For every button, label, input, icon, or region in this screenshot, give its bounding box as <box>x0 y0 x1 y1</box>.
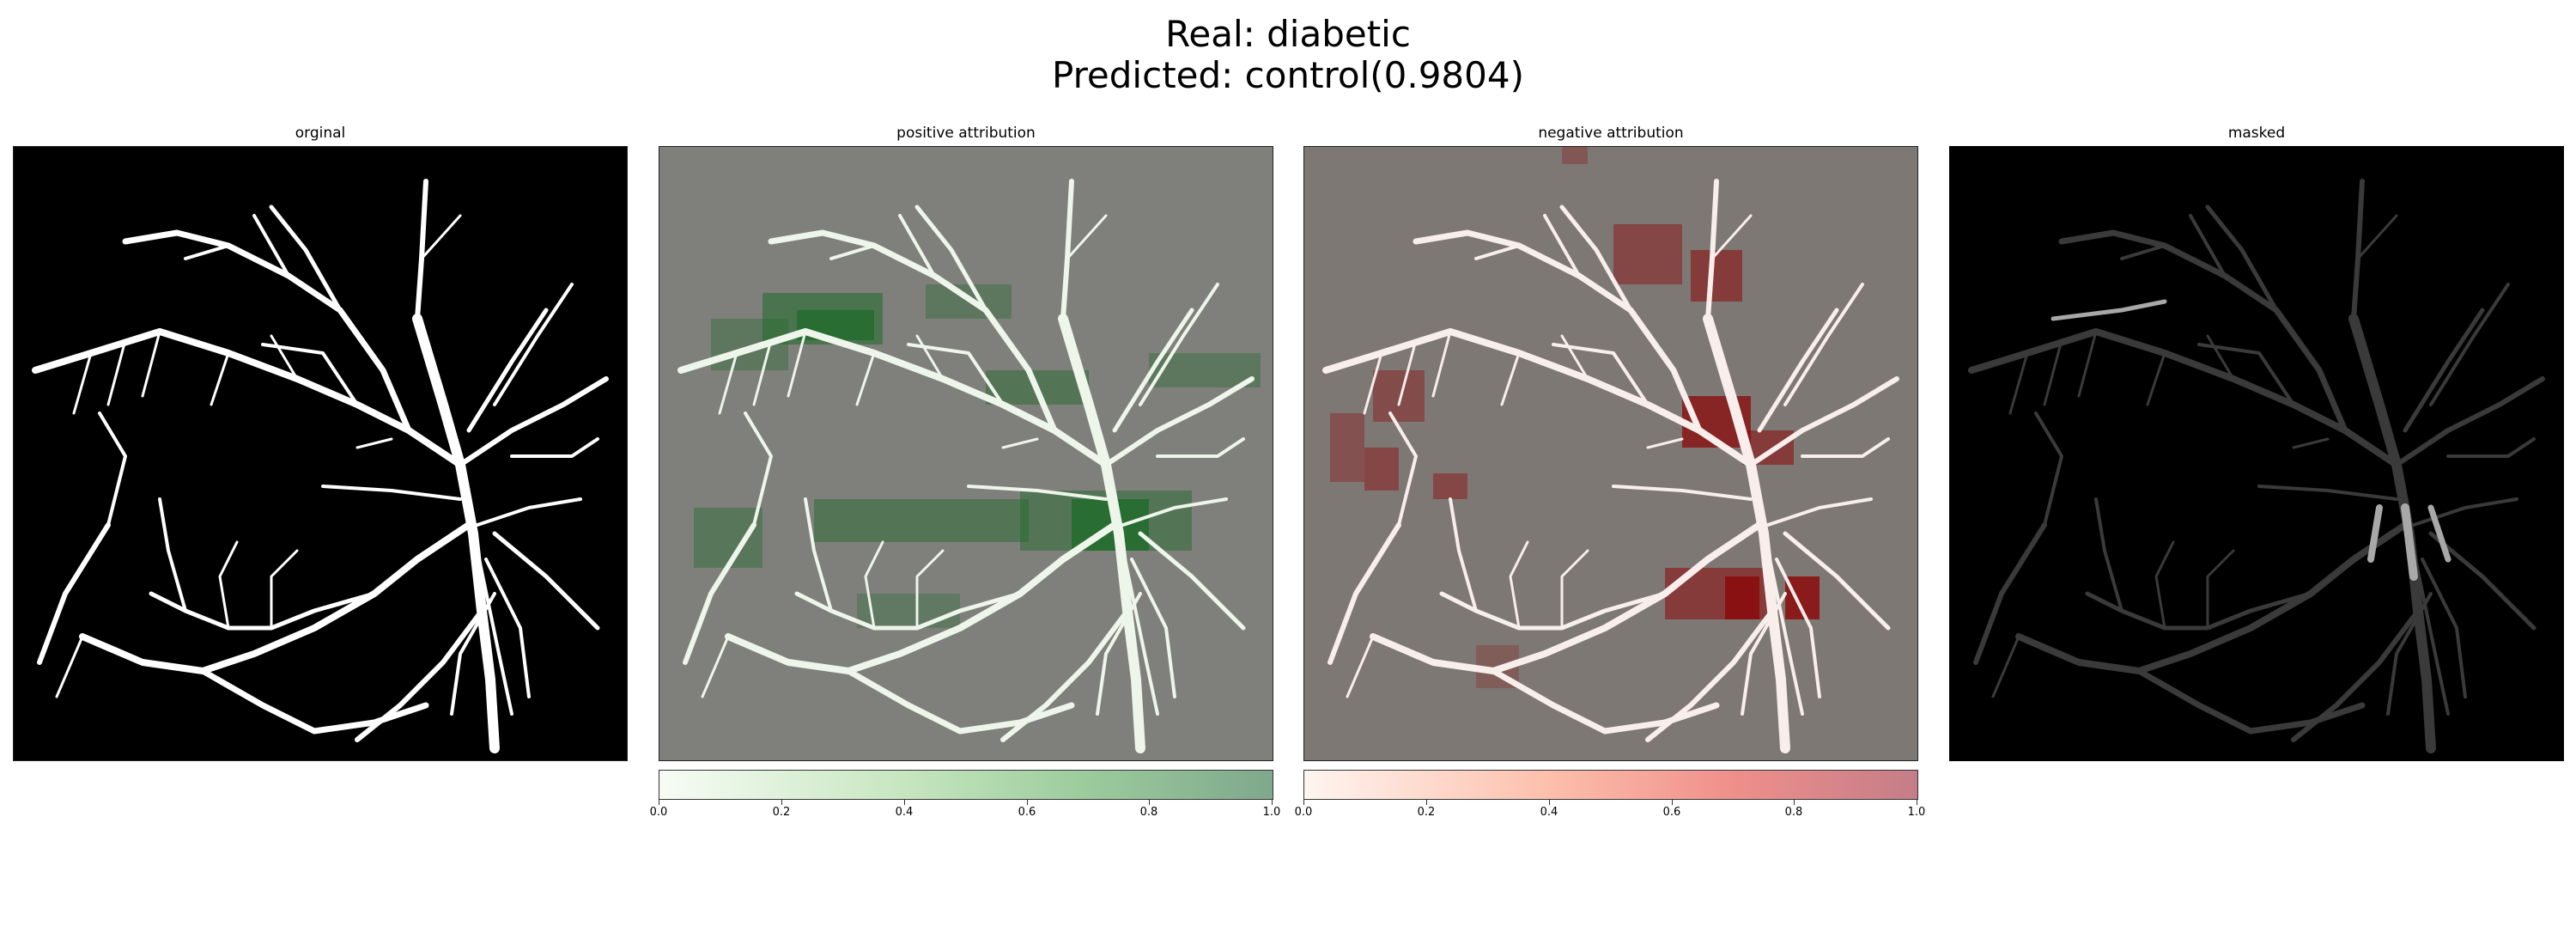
panel-masked <box>1949 146 2564 761</box>
colorbar-positive <box>659 770 1273 800</box>
tick-label: 0.0 <box>649 806 668 819</box>
panel-title-masked: masked <box>2227 125 2286 142</box>
figure-title-predicted: Predicted: control(0.9804) <box>1052 54 1524 96</box>
panel-title-positive: positive attribution <box>896 125 1036 142</box>
tick-label: 0.6 <box>1018 806 1036 819</box>
tick-label: 1.0 <box>1262 806 1281 819</box>
panel-title-original: orginal <box>295 125 346 142</box>
tick-label: 0.4 <box>1540 806 1558 819</box>
tick-label: 0.0 <box>1294 806 1313 819</box>
panel-negative-attribution <box>1303 146 1918 761</box>
figure-title-real: Real: diabetic <box>1165 13 1411 55</box>
tick-label: 0.2 <box>772 806 791 819</box>
panel-title-negative: negative attribution <box>1538 125 1684 142</box>
tick-label: 0.8 <box>1784 806 1803 819</box>
tick-label: 0.6 <box>1662 806 1681 819</box>
tick-label: 1.0 <box>1907 806 1926 819</box>
colorbar-negative <box>1303 770 1918 800</box>
tick-label: 0.4 <box>895 806 914 819</box>
tick-label: 0.2 <box>1417 806 1436 819</box>
panel-original <box>13 146 628 761</box>
tick-label: 0.8 <box>1139 806 1158 819</box>
panel-positive-attribution <box>659 146 1273 761</box>
